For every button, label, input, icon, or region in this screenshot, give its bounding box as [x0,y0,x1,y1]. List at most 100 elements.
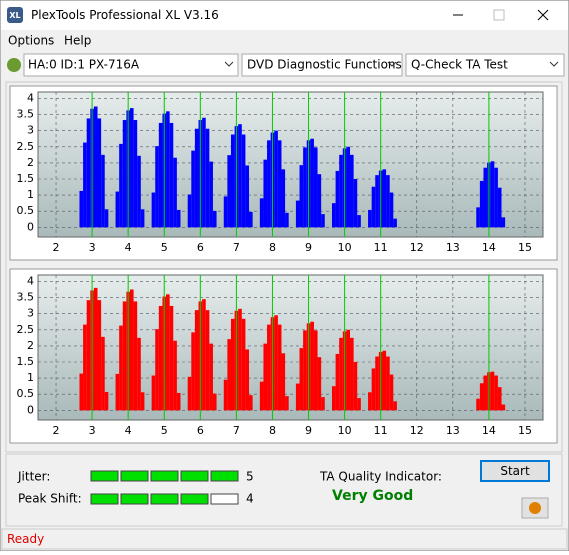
y-tick-label: 1 [27,371,34,384]
bar [375,356,379,411]
status-text: Ready [7,532,44,546]
bar [368,209,372,228]
y-tick-label: 0.5 [17,204,35,217]
x-tick-label: 3 [89,424,96,437]
bar [241,134,246,228]
bar [382,169,387,228]
bar [137,155,141,228]
bar [277,324,282,411]
bar [393,218,397,228]
x-tick-label: 2 [53,241,60,254]
x-tick-label: 11 [374,241,388,254]
bar [129,289,134,411]
start-button[interactable] [480,460,550,482]
indicator-segment [90,493,119,505]
bar [119,143,123,228]
bar [223,379,228,411]
drive-select[interactable] [23,53,239,77]
bar [331,203,336,228]
bar [173,157,177,228]
bar [375,175,379,228]
x-tick-label: 15 [518,424,532,437]
y-tick-label: 4 [27,91,34,104]
y-tick-label: 3.5 [17,291,35,304]
bar [267,140,271,228]
bar [169,305,174,411]
bar [205,128,210,228]
bar [115,373,120,411]
x-tick-label: 15 [518,241,532,254]
y-tick-label: 0 [27,403,34,416]
bar [93,287,98,411]
bar [259,381,264,411]
bar [295,200,300,228]
x-tick-label: 3 [89,241,96,254]
app-icon-text: XL [9,11,20,20]
bar [158,305,163,411]
bar [331,386,336,411]
x-tick-label: 10 [338,424,352,437]
bar [241,318,246,411]
y-tick-label: 3.5 [17,108,35,121]
bar [187,376,192,411]
bar [140,392,145,411]
bar [350,154,354,228]
x-tick-label: 12 [410,241,424,254]
x-tick-label: 2 [53,424,60,437]
test-select[interactable] [405,53,565,77]
bar [155,329,159,411]
start-button-text: Start [500,464,530,478]
bar [259,198,264,228]
indicator-segment [210,470,239,482]
x-tick-label: 4 [125,424,132,437]
bar [317,174,322,228]
bar [281,169,286,228]
bar [386,175,390,228]
bar [277,140,282,228]
bar [169,122,174,228]
x-tick-label: 9 [305,241,312,254]
menu-options[interactable]: Options [8,34,54,48]
bar [310,321,314,411]
bar [202,299,206,411]
bar [389,192,394,228]
bar [187,194,192,228]
bar [357,398,361,411]
menu-help[interactable]: Help [64,34,91,48]
bar [194,310,199,411]
bar [263,159,268,228]
indicator-segment [210,493,239,505]
bar [166,111,170,228]
bar [238,124,242,228]
bar [386,356,390,411]
indicator-segment [120,493,149,505]
bar [115,191,120,228]
indicator-segment [180,493,209,505]
close-button[interactable] [537,9,549,21]
bar [83,324,87,411]
bar [501,404,506,411]
bar [479,383,484,411]
function-select[interactable] [241,53,403,77]
bar [191,150,195,228]
bar [371,368,376,411]
maximize-button[interactable] [493,9,505,21]
bar [119,325,123,411]
bar [382,350,387,411]
jitter-label: Jitter: [17,470,50,484]
bar [101,336,105,411]
plot-area [37,274,544,421]
x-tick-label: 12 [410,424,424,437]
bar [79,190,84,228]
bar [313,330,318,411]
bar [194,128,199,228]
bar [249,395,253,411]
bar [212,393,217,411]
bar [97,118,102,228]
bar [321,397,325,411]
plot-area [37,91,544,238]
bar [285,396,289,411]
bar [79,373,84,411]
results-panel [5,453,563,527]
